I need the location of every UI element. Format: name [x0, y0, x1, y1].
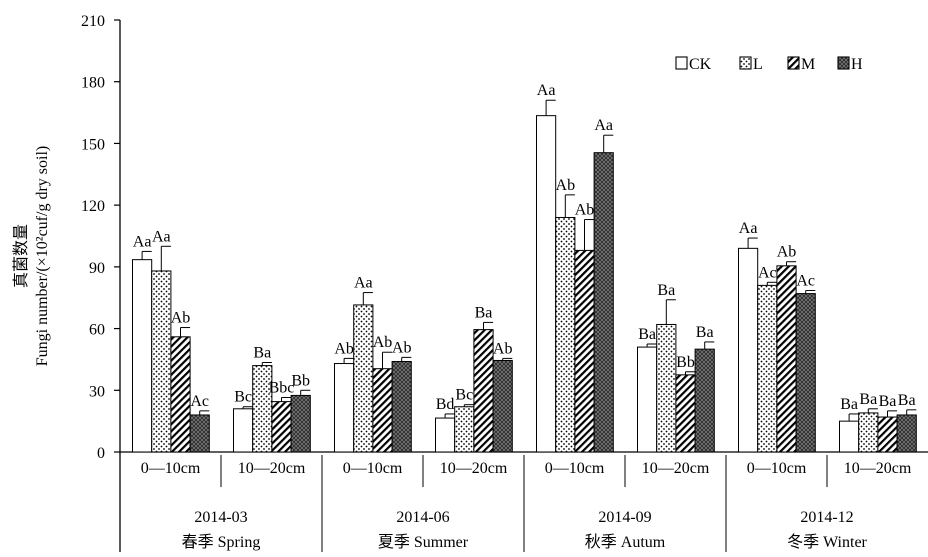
depth-label: 10—20cm: [642, 460, 710, 477]
bar-H: [290, 394, 311, 453]
significance-label: Ab: [334, 340, 354, 357]
bar-CK: [637, 346, 658, 453]
significance-label: Ab: [777, 244, 797, 261]
depth-label: 0—10cm: [343, 460, 403, 477]
legend-swatch: [739, 56, 752, 70]
depth-label: 0—10cm: [747, 460, 807, 477]
bar-H: [694, 348, 715, 453]
bar-H: [492, 359, 513, 453]
legend-swatch: [675, 56, 688, 70]
depth-label: 10—20cm: [440, 460, 508, 477]
season-name: 秋季 Autum: [585, 533, 666, 551]
significance-label: Ab: [493, 340, 513, 357]
legend-label: L: [753, 56, 763, 73]
season-date: 2014-12: [800, 509, 853, 526]
significance-label: Ba: [253, 345, 271, 362]
depth-label: 0—10cm: [141, 460, 201, 477]
season-name: 夏季 Summer: [378, 533, 469, 551]
bar-CK: [233, 408, 254, 453]
significance-label: Aa: [354, 275, 373, 292]
depth-label: 10—20cm: [844, 460, 912, 477]
significance-label: Ac: [190, 393, 209, 410]
bar-M: [675, 374, 696, 453]
season-name: 冬季 Winter: [787, 533, 867, 551]
significance-label: Ba: [859, 391, 877, 408]
significance-label: Ba: [638, 326, 656, 343]
bar-H: [391, 360, 412, 453]
season-date: 2014-03: [194, 509, 247, 526]
legend-label: M: [801, 56, 815, 73]
bar-H: [795, 293, 816, 453]
bar-L: [656, 323, 677, 453]
bar-L: [555, 216, 576, 453]
season-date: 2014-06: [396, 509, 449, 526]
y-tick-label: 60: [89, 322, 105, 339]
legend-label: CK: [689, 56, 712, 73]
significance-label: Aa: [594, 117, 613, 134]
significance-label: Bc: [455, 387, 473, 404]
significance-label: Aa: [133, 233, 152, 250]
significance-label: Ac: [796, 273, 815, 290]
significance-label: Ac: [758, 264, 777, 281]
significance-label: Ba: [840, 396, 858, 413]
depth-label: 10—20cm: [238, 460, 306, 477]
bar-CK: [738, 247, 759, 453]
bar-H: [189, 414, 210, 453]
significance-label: Bb: [291, 372, 310, 389]
y-tick-label: 120: [81, 198, 105, 215]
bar-L: [858, 412, 879, 453]
significance-label: Ba: [657, 282, 675, 299]
y-tick-label: 150: [81, 136, 105, 153]
bar-CK: [435, 417, 456, 453]
bar-M: [574, 249, 595, 453]
significance-label: Ab: [575, 202, 595, 219]
bar-CK: [536, 115, 557, 453]
y-tick-label: 30: [89, 383, 105, 400]
y-axis-label-cn: 真菌数量: [12, 224, 30, 288]
bar-CK: [132, 259, 153, 453]
legend-label: H: [851, 56, 863, 73]
significance-label: Aa: [739, 220, 758, 237]
significance-label: Ab: [171, 310, 191, 327]
bar-M: [170, 336, 191, 453]
bar-M: [372, 368, 393, 453]
bar-H: [593, 152, 614, 453]
significance-label: Bd: [436, 396, 455, 413]
depth-label: 0—10cm: [545, 460, 605, 477]
bar-L: [757, 284, 778, 453]
significance-label: Ab: [373, 334, 393, 351]
bar-M: [271, 401, 292, 453]
significance-label: Ba: [898, 392, 916, 409]
significance-label: Bc: [234, 389, 252, 406]
significance-label: Aa: [537, 82, 556, 99]
y-tick-label: 210: [81, 13, 105, 30]
bar-M: [877, 416, 898, 453]
bar-L: [151, 270, 172, 453]
significance-label: Bb: [676, 354, 695, 371]
y-tick-label: 180: [81, 75, 105, 92]
bar-L: [454, 406, 475, 453]
bar-M: [473, 329, 494, 453]
significance-label: Ab: [392, 339, 412, 356]
significance-label: Ab: [556, 177, 576, 194]
season-date: 2014-09: [598, 509, 651, 526]
y-axis-label-en: Fungi number/(×10²cuf/g dry soil): [34, 146, 51, 366]
season-name: 春季 Spring: [182, 533, 261, 551]
significance-label: Ba: [475, 304, 493, 321]
bar-CK: [839, 420, 860, 453]
significance-label: Aa: [152, 228, 171, 245]
y-tick-label: 90: [89, 260, 105, 277]
bar-M: [776, 265, 797, 453]
bar-H: [896, 414, 917, 453]
bar-CK: [334, 363, 355, 453]
significance-label: Ba: [696, 324, 714, 341]
significance-label: Ba: [879, 393, 897, 410]
significance-label: Bbc: [269, 379, 295, 396]
y-tick-label: 0: [97, 445, 105, 462]
legend-swatch: [787, 56, 800, 70]
bar-L: [353, 304, 374, 453]
legend-swatch: [837, 56, 850, 70]
